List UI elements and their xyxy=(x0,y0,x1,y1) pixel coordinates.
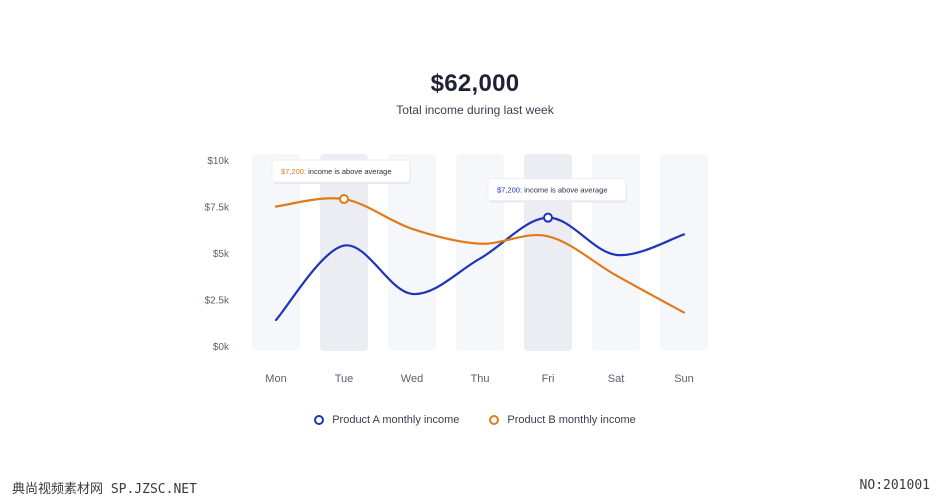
day-column-sat xyxy=(592,154,640,351)
x-tick-label: Sun xyxy=(674,373,694,385)
y-tick-label: $0k xyxy=(213,342,230,353)
x-tick-label: Wed xyxy=(401,373,423,385)
legend-item-product-b[interactable]: Product B monthly income xyxy=(489,414,636,426)
annotation-callout: $7,200: income is above average xyxy=(487,178,627,203)
x-tick-label: Thu xyxy=(471,373,490,385)
annotation-value: $7,200: xyxy=(281,167,308,176)
watermark-left: 典尚视频素材网 SP.JZSC.NET xyxy=(12,482,197,497)
legend-marker-product-b xyxy=(489,415,500,425)
annotation-callout: $7,200: income is above average xyxy=(271,159,411,185)
legend-label-product-b: Product B monthly income xyxy=(507,414,636,426)
series-line-product-a xyxy=(274,216,686,322)
legend-label-product-a: Product A monthly income xyxy=(332,414,460,426)
annotation-label: $7,200: income is above average xyxy=(497,186,608,195)
day-column-wed xyxy=(388,154,436,351)
x-tick-label: Mon xyxy=(265,373,286,385)
y-tick-label: $2.5k xyxy=(205,296,230,307)
total-income-caption: Total income during last week xyxy=(396,103,554,117)
y-tick-label: $5k xyxy=(213,249,230,260)
y-tick-label: $7.5k xyxy=(205,203,230,214)
day-column-fri xyxy=(524,154,572,351)
legend-item-product-a[interactable]: Product A monthly income xyxy=(314,414,459,426)
x-tick-label: Fri xyxy=(542,373,555,385)
day-column-sun xyxy=(660,154,708,351)
annotation-box xyxy=(271,159,411,183)
annotation-box xyxy=(487,178,627,202)
day-column-thu xyxy=(456,154,504,351)
y-tick-label: $10k xyxy=(207,156,230,167)
annotation-label: $7,200: income is above average xyxy=(281,167,392,176)
annotation-point[interactable] xyxy=(339,194,349,205)
x-tick-label: Tue xyxy=(335,373,354,385)
annotation-text: income is above average xyxy=(308,167,391,176)
chart-legend: Product A monthly income Product B month… xyxy=(0,414,950,426)
x-tick-label: Sat xyxy=(608,373,625,385)
total-income-value: $62,000 xyxy=(430,70,520,97)
annotation-text: income is above average xyxy=(524,186,607,195)
annotation-value: $7,200: xyxy=(497,186,524,195)
legend-marker-product-a xyxy=(314,415,325,425)
watermark-right: NO:201001 xyxy=(859,478,930,493)
annotation-point[interactable] xyxy=(543,212,553,223)
